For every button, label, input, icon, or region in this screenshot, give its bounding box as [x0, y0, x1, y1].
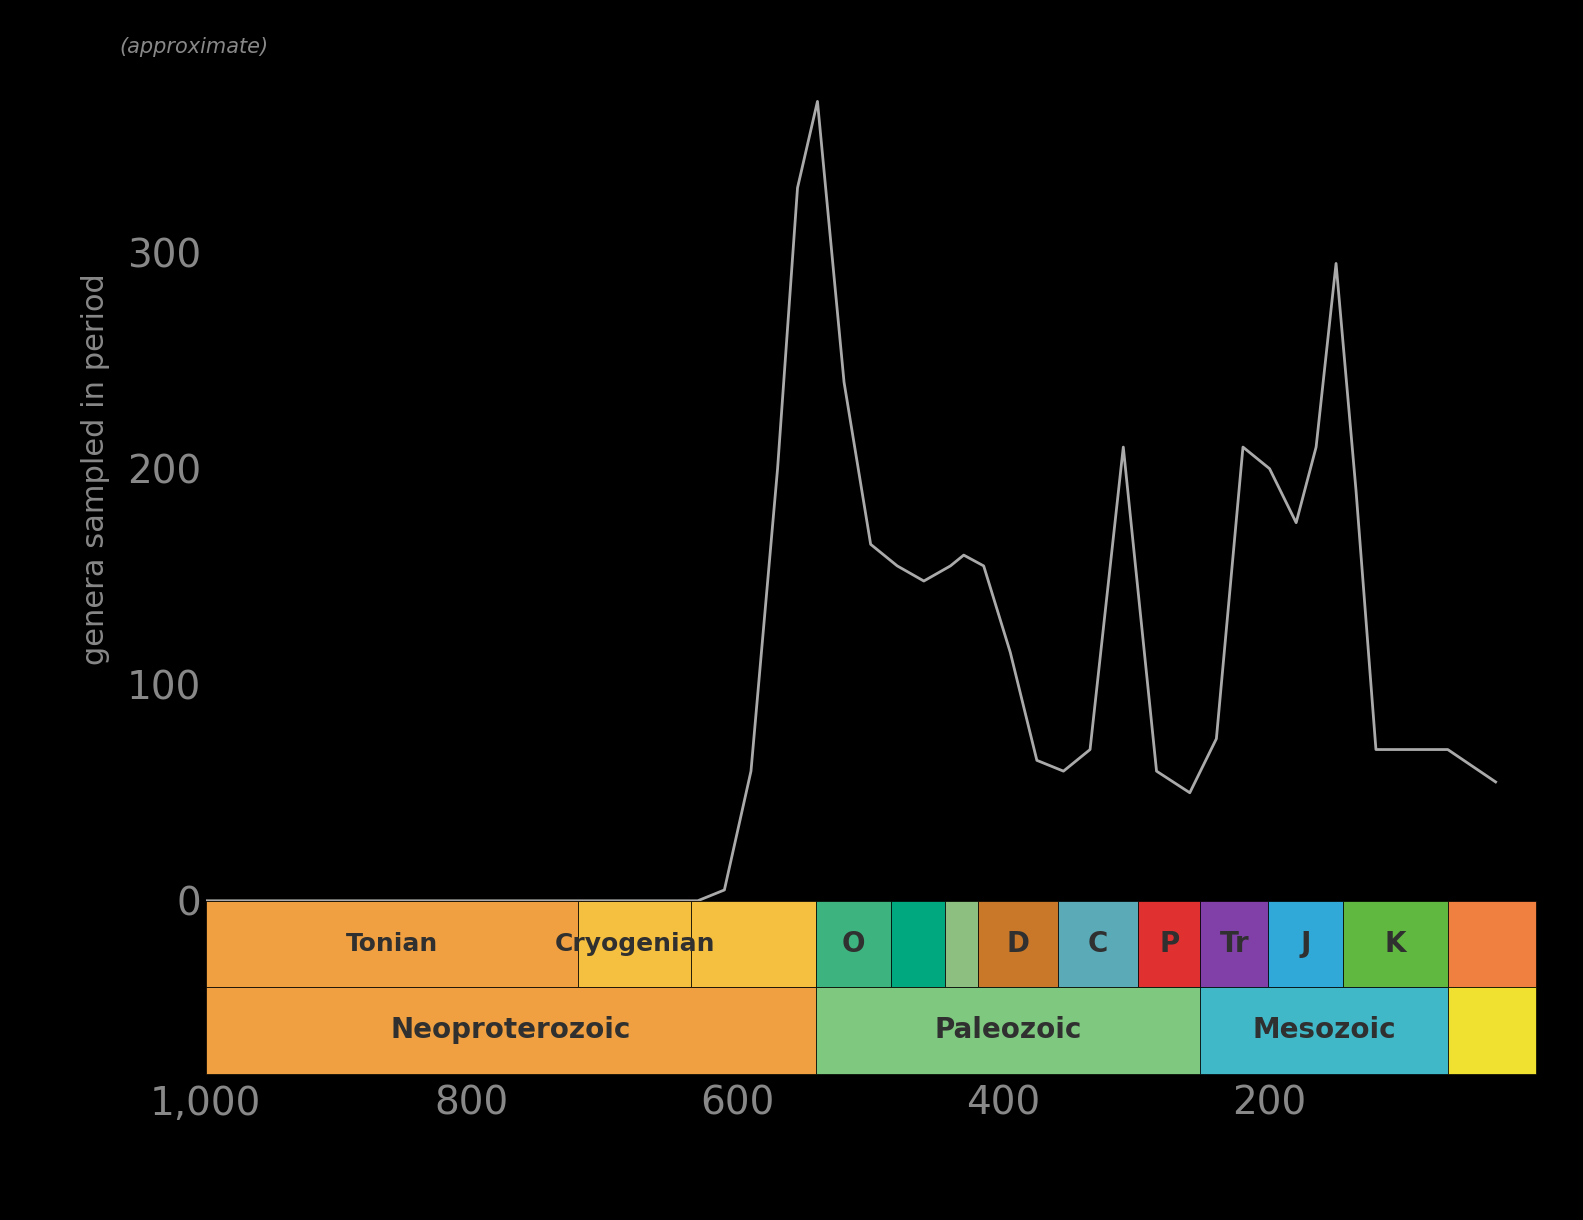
Bar	[891, 900, 945, 987]
Bar	[817, 900, 891, 987]
Bar	[978, 900, 1057, 987]
Y-axis label: genera sampled in period: genera sampled in period	[81, 273, 109, 665]
Text: C: C	[1088, 930, 1108, 958]
Text: (approximate): (approximate)	[119, 37, 269, 56]
Bar	[1448, 987, 1536, 1074]
Text: O: O	[842, 930, 866, 958]
Text: P: P	[1159, 930, 1179, 958]
Bar	[1200, 900, 1268, 987]
Text: Tonian: Tonian	[345, 932, 438, 956]
Bar	[817, 987, 1200, 1074]
Bar	[1138, 900, 1200, 987]
Text: J: J	[1300, 930, 1311, 958]
Text: D: D	[1007, 930, 1031, 958]
Bar	[578, 900, 692, 987]
Bar	[1057, 900, 1138, 987]
Bar	[1342, 900, 1448, 987]
Text: Tr: Tr	[1219, 930, 1249, 958]
Text: Cryogenian: Cryogenian	[554, 932, 716, 956]
Bar	[206, 987, 817, 1074]
Bar	[1200, 987, 1448, 1074]
Bar	[206, 900, 578, 987]
Text: Neoproterozoic: Neoproterozoic	[391, 1016, 632, 1044]
Bar	[692, 900, 817, 987]
Text: K: K	[1385, 930, 1406, 958]
Bar	[945, 900, 978, 987]
Bar	[1268, 900, 1342, 987]
Text: Mesozoic: Mesozoic	[1252, 1016, 1396, 1044]
Text: Paleozoic: Paleozoic	[934, 1016, 1081, 1044]
Bar	[1448, 900, 1536, 987]
